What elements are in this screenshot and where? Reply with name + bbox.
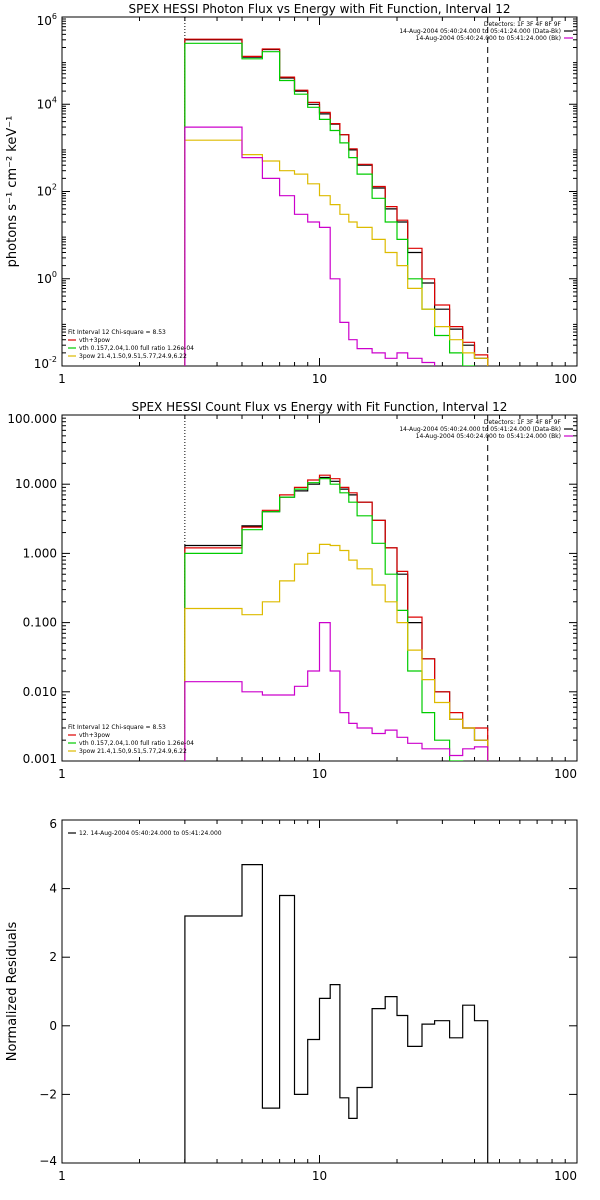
photon-flux-panel-y-tick-label: 104 xyxy=(37,95,57,111)
residuals-panel: 1 10 100 −4 −2 0 2 4 6 Normalized Residuals 12. 14… xyxy=(5,817,578,1183)
photon-flux-panel-y-tick-exp: 6 xyxy=(52,12,57,21)
count-flux-panel-x-tick-label: 1 xyxy=(58,767,66,781)
residuals-panel-x-tick-label: 10 xyxy=(312,1169,327,1183)
count-flux-panel-frame xyxy=(61,414,578,762)
residuals-panel-y-tick-label: 2 xyxy=(49,950,57,964)
residuals-panel-series-group xyxy=(184,864,489,1163)
count-flux-panel-title: SPEX HESSI Count Flux vs Energy with Fit… xyxy=(132,400,508,414)
count-flux-panel-y-tick-label: 0.001 xyxy=(23,752,57,766)
count-flux-panel-y-tick-label: 1.000 xyxy=(23,546,57,560)
residuals-panel-y-tick-label: 0 xyxy=(49,1019,57,1033)
photon-flux-panel-y-axis-label: photons s⁻¹ cm⁻² keV⁻¹ xyxy=(5,116,20,268)
photon-flux-panel-legend-entry: vth 0.157,2.04,1.00 full ratio 1.26e-04 xyxy=(79,345,194,352)
residuals-panel-x-tick-label: 1 xyxy=(58,1169,66,1183)
count-flux-panel-y-tick-label: 0.100 xyxy=(23,616,57,630)
count-flux-panel-legend-detectors: Detectors: 1F 3F 4F 8F 9F xyxy=(484,419,562,426)
residuals-panel-legend-entry: 12. 14-Aug-2004 05:40:24.000 to 05:41:24… xyxy=(79,830,222,837)
photon-flux-panel-series-group xyxy=(184,38,489,366)
photon-flux-panel-legend-entry: 3pow 21.4,1.50,9.51,5.77,24.9,6.22 xyxy=(79,353,187,360)
count-flux-panel-series-2 xyxy=(184,478,489,761)
photon-flux-panel-title: SPEX HESSI Photon Flux vs Energy with Fi… xyxy=(129,2,511,16)
count-flux-panel-legend-entry: vth 0.157,2.04,1.00 full ratio 1.26e-04 xyxy=(79,740,194,747)
count-flux-panel-y-tick-label: 10.000 xyxy=(15,477,57,491)
residuals-panel-frame xyxy=(61,819,578,1164)
photon-flux-panel-y-tick-base: 10 xyxy=(37,185,52,199)
photon-flux-panel-legend-entry: vth+3pow xyxy=(79,337,110,344)
count-flux-panel: 1 10 100 0.001 0.010 0.100 1.000 10.000 100.000 S… xyxy=(7,400,578,781)
photon-flux-panel-x-tick-label: 100 xyxy=(554,372,577,386)
count-flux-panel-legend-entry-right: 14-Aug-2004 05:40:24.000 to 05:41:24.000… xyxy=(416,433,561,440)
residuals-panel-y-tick-label: −4 xyxy=(39,1154,57,1168)
photon-flux-panel-legend-detectors: Detectors: 1F 3F 4F 8F 9F xyxy=(484,21,562,28)
photon-flux-panel-y-tick-exp: 2 xyxy=(52,183,57,192)
residuals-panel-y-axis-label: Normalized Residuals xyxy=(5,922,20,1062)
photon-flux-panel-legend-entry-right: 14-Aug-2004 05:40:24.000 to 05:41:24.000… xyxy=(399,28,561,35)
count-flux-panel-y-tick-label: 100.000 xyxy=(7,412,57,426)
photon-flux-panel-y-tick-label: 106 xyxy=(37,12,57,28)
residuals-panel-y-tick-label: −2 xyxy=(39,1087,57,1101)
photon-flux-panel-series-1 xyxy=(184,38,489,366)
photon-flux-panel-y-tick-label: 102 xyxy=(37,183,57,199)
photon-flux-panel-y-tick-base: 10 xyxy=(37,97,52,111)
count-flux-panel-series-4 xyxy=(184,622,489,761)
photon-flux-panel-y-tick-label: 100 xyxy=(37,270,57,286)
residuals-panel-y-tick-label: 4 xyxy=(49,882,57,896)
count-flux-panel-legend-header: Fit Interval 12 Chi-square = 8.53 xyxy=(68,724,166,731)
photon-flux-panel-legend-header: Fit Interval 12 Chi-square = 8.53 xyxy=(68,329,166,336)
photon-flux-panel-legend-entry-right: 14-Aug-2004 05:40:24.000 to 05:41:24.000… xyxy=(416,35,561,42)
count-flux-panel-series-group xyxy=(184,474,489,761)
count-flux-panel-series-3 xyxy=(184,543,489,761)
count-flux-panel-y-tick-label: 0.010 xyxy=(23,685,57,699)
photon-flux-panel-x-tick-label: 10 xyxy=(312,372,327,386)
photon-flux-panel-y-tick-base: 10 xyxy=(34,357,49,371)
photon-flux-panel-y-tick-exp: 4 xyxy=(52,95,57,104)
photon-flux-panel-x-tick-label: 1 xyxy=(58,372,66,386)
photon-flux-panel-y-tick-label: 10-2 xyxy=(34,355,57,371)
residuals-panel-series-0 xyxy=(184,864,489,1163)
photon-flux-panel-series-4 xyxy=(184,126,489,366)
residuals-panel-y-tick-label: 6 xyxy=(49,817,57,831)
photon-flux-panel-series-3 xyxy=(184,139,489,366)
photon-flux-panel-series-0 xyxy=(184,39,489,366)
count-flux-panel-series-1 xyxy=(184,474,489,761)
count-flux-panel-legend-entry: vth+3pow xyxy=(79,732,110,739)
count-flux-panel-x-tick-label: 10 xyxy=(312,767,327,781)
photon-flux-panel-y-tick-base: 10 xyxy=(37,14,52,28)
residuals-panel-x-tick-label: 100 xyxy=(554,1169,577,1183)
count-flux-panel-legend-entry-right: 14-Aug-2004 05:40:24.000 to 05:41:24.000… xyxy=(399,426,561,433)
photon-flux-panel-y-tick-base: 10 xyxy=(37,272,52,286)
photon-flux-panel-y-tick-exp: -2 xyxy=(49,355,57,364)
count-flux-panel-legend-entry: 3pow 21.4,1.50,9.51,5.77,24.9,6.22 xyxy=(79,748,187,755)
count-flux-panel-x-tick-label: 100 xyxy=(554,767,577,781)
photon-flux-panel-series-2 xyxy=(184,42,489,366)
photon-flux-panel-y-tick-exp: 0 xyxy=(52,270,57,279)
count-flux-panel-series-0 xyxy=(184,476,489,761)
